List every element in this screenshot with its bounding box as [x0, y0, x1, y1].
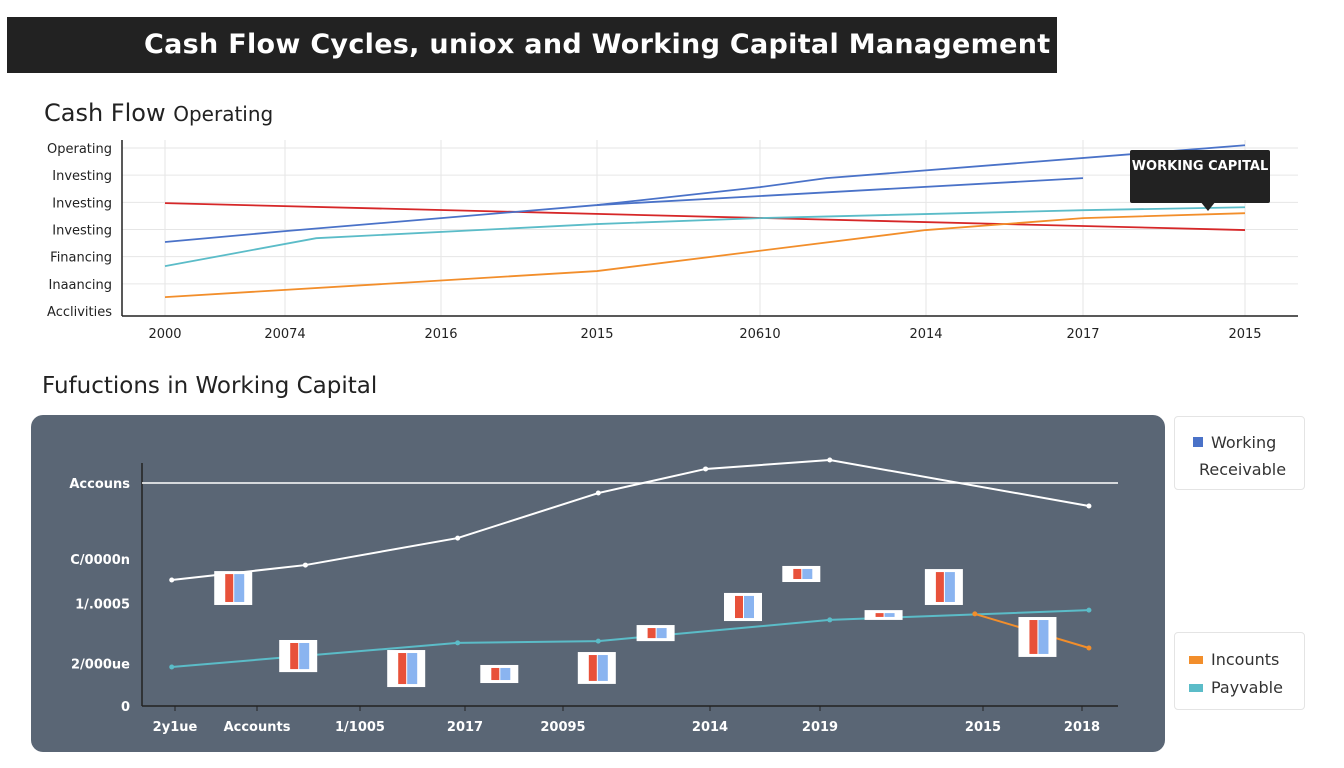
series-point [827, 457, 833, 463]
series-line-0 [164, 202, 1246, 231]
series-point [703, 466, 709, 472]
range-marker-bar-blue [744, 595, 754, 619]
x-tick-label: 20095 [540, 720, 585, 735]
y-tick-label: Investing [52, 196, 112, 211]
range-marker-bar-blue [802, 568, 813, 580]
y-tick-label: Inaancing [49, 278, 113, 293]
x-tick-label: 2019 [802, 720, 838, 735]
x-tick-label: 2017 [447, 720, 483, 735]
series-point [827, 617, 833, 623]
range-marker-bar-blue [597, 655, 608, 681]
legend-item-working: Working [1193, 429, 1304, 456]
y-tick-label: 1/.0005 [75, 597, 130, 612]
x-tick-label: 2015 [580, 327, 613, 342]
y-tick-label: 0 [121, 700, 130, 715]
working-capital-annotation: WORKING CAPITAL [1130, 150, 1270, 211]
range-marker-bar-red [290, 642, 299, 670]
series-line-3 [164, 206, 1246, 268]
y-tick-label: Investing [52, 224, 112, 239]
legend-label: Working [1211, 433, 1277, 452]
y-tick-label: Accouns [69, 477, 130, 492]
x-tick-label: Accounts [224, 720, 291, 735]
x-tick-label: 2014 [909, 327, 942, 342]
x-tick-label: 2014 [692, 720, 728, 735]
x-tick-label: 2y1ue [153, 720, 198, 735]
chart1-title-main: Cash Flow [44, 99, 166, 127]
range-marker-bar-blue [656, 628, 667, 639]
x-tick-label: 2015 [1228, 327, 1261, 342]
series-point [1086, 645, 1092, 651]
y-tick-label: 2/000ue [71, 658, 130, 673]
y-tick-label: Financing [50, 251, 112, 266]
legend-receivable: Working Receivable [1174, 416, 1305, 490]
x-tick-label: 2018 [1064, 720, 1100, 735]
chart1-title-suffix: Operating [173, 102, 274, 126]
series-line-2 [596, 177, 1084, 206]
range-marker-bar-red [875, 613, 884, 617]
series-point [169, 664, 175, 670]
chart1-title: Cash Flow Operating [44, 99, 273, 127]
legend-swatch-orange [1189, 656, 1203, 664]
series-point [455, 535, 461, 541]
series-point [595, 490, 601, 496]
series-point [169, 577, 175, 583]
y-tick-label: Investing [52, 169, 112, 184]
legend-item-payvable: Payvable [1189, 674, 1304, 702]
range-marker-bar-blue [234, 574, 245, 602]
range-marker-bar-blue [944, 572, 955, 602]
range-marker-bar-red [935, 572, 944, 602]
range-marker-bar-red [225, 574, 234, 602]
series-line-4 [164, 212, 1246, 299]
y-tick-label: Acclivities [47, 305, 112, 320]
legend-swatch-teal [1189, 684, 1203, 692]
x-tick-label: 2015 [965, 720, 1001, 735]
legend-payables: Incounts Payvable [1174, 632, 1305, 710]
range-marker-bar-red [1029, 620, 1038, 654]
legend-item-receivable: Receivable [1199, 460, 1287, 479]
range-marker-bar-blue [884, 613, 895, 617]
range-marker-bar-blue [1038, 620, 1049, 654]
series-point [1086, 607, 1092, 613]
range-marker-bar-blue [407, 653, 418, 685]
legend-label: Incounts [1211, 650, 1280, 669]
legend-item-incounts: Incounts [1189, 646, 1304, 674]
series-point [455, 640, 461, 646]
range-marker-bar-blue [500, 667, 511, 681]
series-point [1086, 503, 1092, 509]
x-tick-label: 20610 [739, 327, 780, 342]
range-marker-bar-blue [299, 642, 310, 670]
page-title: Cash Flow Cycles, uniox and Working Capi… [7, 17, 1057, 73]
range-marker-bar-red [793, 568, 802, 580]
x-tick-label: 20074 [264, 327, 305, 342]
x-tick-label: 1/1005 [335, 720, 385, 735]
series-point [302, 562, 308, 568]
legend-swatch-blue [1193, 437, 1203, 447]
x-tick-label: 2017 [1066, 327, 1099, 342]
range-marker-bar-red [398, 653, 407, 685]
legend-label: Payvable [1211, 678, 1283, 697]
x-tick-label: 2000 [148, 327, 181, 342]
chart2-panel [31, 415, 1165, 752]
series-point [595, 638, 601, 644]
range-marker-bar-red [588, 655, 597, 681]
chart2-title: Fufuctions in Working Capital [42, 373, 378, 399]
y-tick-label: C/0000n [70, 553, 130, 568]
range-marker-bar-red [647, 628, 656, 639]
series-point [972, 611, 978, 617]
x-tick-label: 2016 [424, 327, 457, 342]
y-tick-label: Operating [47, 142, 112, 157]
range-marker-bar-red [735, 595, 743, 619]
range-marker-bar-red [491, 667, 500, 681]
